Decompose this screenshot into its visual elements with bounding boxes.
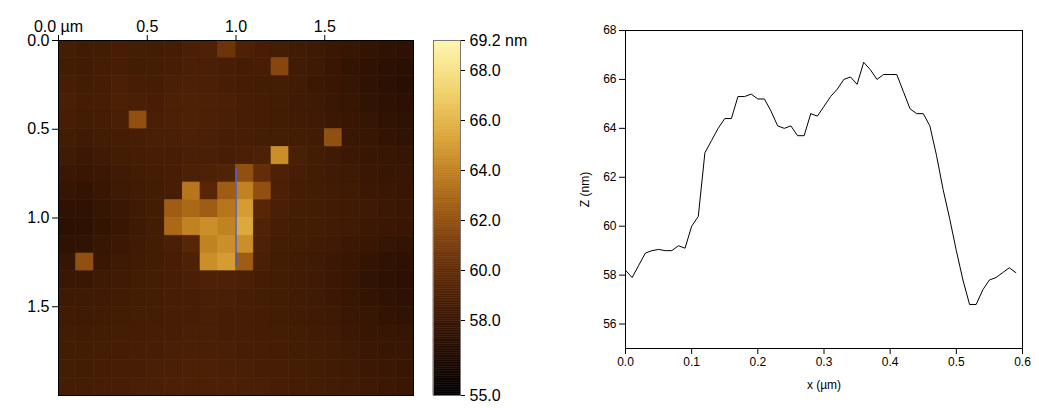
svg-text:1.5: 1.5 (27, 298, 49, 315)
svg-text:0.0 µm: 0.0 µm (34, 18, 83, 35)
svg-text:56: 56 (603, 317, 617, 331)
svg-text:64.0: 64.0 (470, 162, 501, 179)
svg-text:0.0: 0.0 (27, 31, 50, 49)
svg-text:64: 64 (603, 121, 617, 135)
svg-text:1.0: 1.0 (225, 18, 247, 35)
svg-text:69.2 nm: 69.2 nm (470, 32, 528, 49)
svg-text:0.5: 0.5 (27, 120, 49, 137)
svg-text:0.2: 0.2 (749, 355, 766, 369)
svg-text:0.4: 0.4 (882, 355, 899, 369)
svg-text:60.0: 60.0 (470, 262, 501, 279)
svg-text:0.1: 0.1 (683, 355, 700, 369)
svg-text:58.0: 58.0 (470, 312, 501, 329)
svg-text:0.5: 0.5 (136, 18, 158, 35)
svg-text:1.0: 1.0 (27, 209, 49, 226)
svg-text:68.0: 68.0 (470, 62, 501, 79)
svg-text:0.3: 0.3 (816, 355, 833, 369)
svg-text:0.6: 0.6 (1014, 355, 1031, 369)
svg-text:55.0: 55.0 (470, 387, 501, 404)
svg-text:58: 58 (603, 268, 617, 282)
svg-text:62.0: 62.0 (470, 212, 501, 229)
svg-text:62: 62 (603, 170, 617, 184)
svg-text:68: 68 (603, 23, 617, 37)
svg-text:Z (nm): Z (nm) (578, 172, 592, 207)
svg-text:66.0: 66.0 (470, 112, 501, 129)
svg-text:60: 60 (603, 219, 617, 233)
svg-text:0.0: 0.0 (617, 355, 634, 369)
svg-text:0.5: 0.5 (948, 355, 965, 369)
svg-text:x (µm): x (µm) (807, 378, 841, 392)
svg-text:66: 66 (603, 72, 617, 86)
svg-text:1.5: 1.5 (314, 18, 336, 35)
